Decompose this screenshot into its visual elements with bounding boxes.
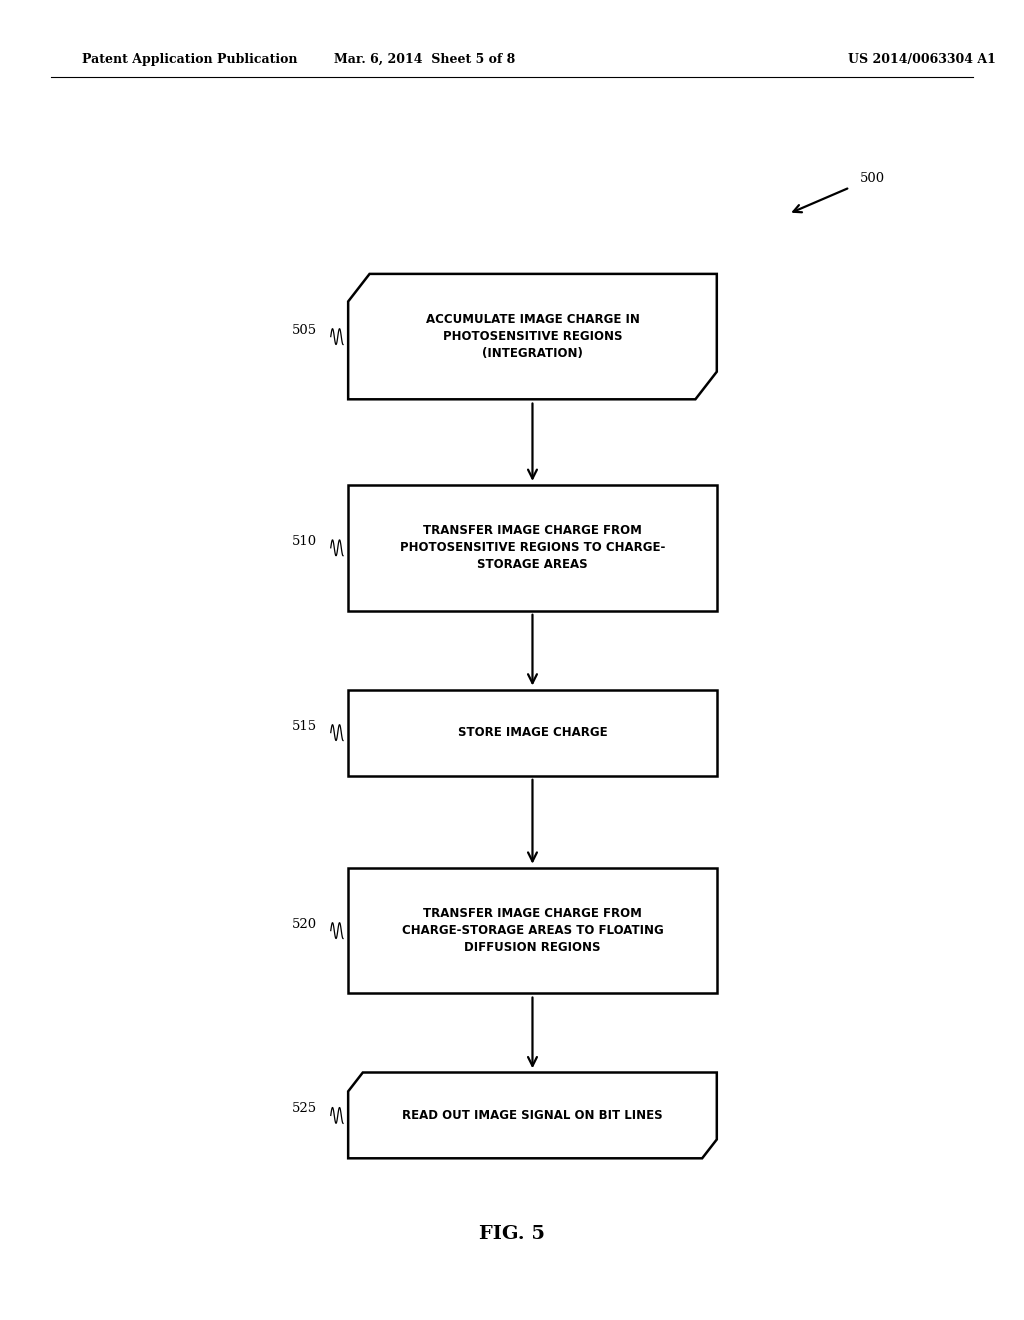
Text: 500: 500 [860, 172, 886, 185]
FancyBboxPatch shape [348, 689, 717, 776]
Text: 505: 505 [292, 323, 317, 337]
Text: US 2014/0063304 A1: US 2014/0063304 A1 [848, 53, 995, 66]
Text: READ OUT IMAGE SIGNAL ON BIT LINES: READ OUT IMAGE SIGNAL ON BIT LINES [402, 1109, 663, 1122]
Text: STORE IMAGE CHARGE: STORE IMAGE CHARGE [458, 726, 607, 739]
Text: Mar. 6, 2014  Sheet 5 of 8: Mar. 6, 2014 Sheet 5 of 8 [334, 53, 516, 66]
Text: 510: 510 [292, 535, 317, 548]
Text: 515: 515 [292, 719, 317, 733]
Polygon shape [348, 275, 717, 399]
Text: Patent Application Publication: Patent Application Publication [82, 53, 297, 66]
Text: TRANSFER IMAGE CHARGE FROM
CHARGE-STORAGE AREAS TO FLOATING
DIFFUSION REGIONS: TRANSFER IMAGE CHARGE FROM CHARGE-STORAG… [401, 907, 664, 954]
Text: ACCUMULATE IMAGE CHARGE IN
PHOTOSENSITIVE REGIONS
(INTEGRATION): ACCUMULATE IMAGE CHARGE IN PHOTOSENSITIV… [426, 313, 639, 360]
FancyBboxPatch shape [348, 486, 717, 610]
Text: FIG. 5: FIG. 5 [479, 1225, 545, 1243]
Polygon shape [348, 1072, 717, 1159]
Text: 520: 520 [292, 917, 317, 931]
FancyBboxPatch shape [348, 869, 717, 993]
Text: 525: 525 [292, 1102, 317, 1115]
Text: TRANSFER IMAGE CHARGE FROM
PHOTOSENSITIVE REGIONS TO CHARGE-
STORAGE AREAS: TRANSFER IMAGE CHARGE FROM PHOTOSENSITIV… [399, 524, 666, 572]
